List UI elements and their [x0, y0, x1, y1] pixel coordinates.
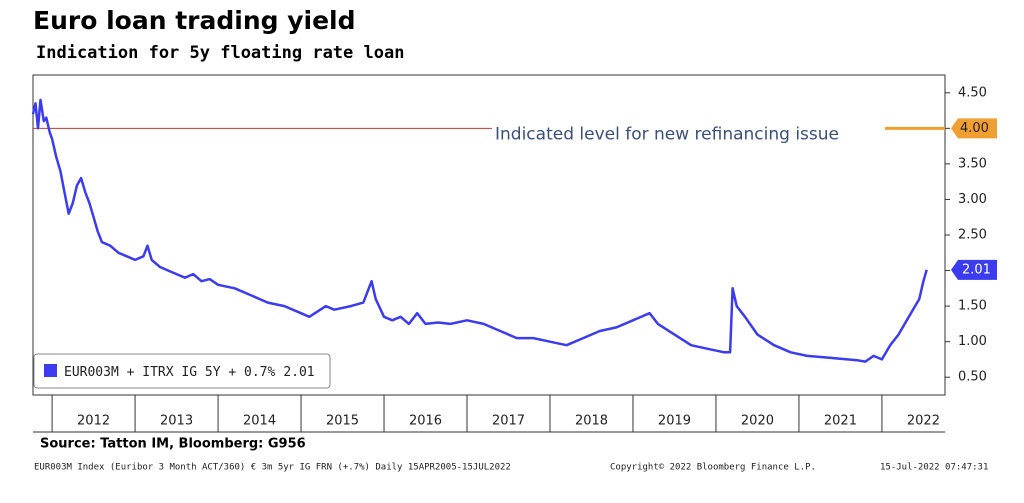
x-tick-label: 2016 [409, 414, 442, 429]
chart-subtitle: Indication for 5y floating rate loan [36, 43, 404, 63]
x-tick-label: 2015 [326, 414, 359, 429]
legend-value: 2.01 [283, 365, 314, 380]
legend-swatch [44, 364, 57, 377]
last-value-label: 2.01 [962, 262, 991, 277]
x-tick-label: 2019 [658, 414, 691, 429]
y-tick-label: 4.50 [958, 85, 987, 100]
reference-label-box [951, 118, 997, 139]
legend: EUR003M + ITRX IG 5Y + 0.7% 2.01 [33, 353, 331, 389]
plot-frame [32, 74, 946, 396]
legend-box [33, 353, 331, 389]
footnote: EUR003M Index (Euribor 3 Month ACT/360) … [34, 463, 511, 473]
last-value-box [951, 259, 997, 280]
copyright: Copyright© 2022 Bloomberg Finance L.P. [610, 463, 816, 473]
y-tick-label: 1.00 [958, 334, 987, 349]
reference-text: Indicated level for new refinancing issu… [495, 124, 839, 144]
reference-label: 4.00 [960, 121, 989, 136]
legend-entry: EUR003M + ITRX IG 5Y + 0.7% 2.01 [64, 365, 315, 380]
y-tick-label: 3.00 [958, 192, 987, 207]
x-tick-label: 2022 [907, 414, 940, 429]
series-line [31, 98, 928, 363]
x-tick-label: 2014 [243, 414, 276, 429]
x-tick-label: 2021 [824, 414, 857, 429]
x-tick-label: 2013 [160, 414, 193, 429]
legend-name: EUR003M + ITRX IG 5Y + 0.7% [64, 365, 275, 380]
x-tick-label: 2017 [492, 414, 525, 429]
x-tick-label: 2018 [575, 414, 608, 429]
y-tick-label: 3.50 [958, 156, 987, 171]
y-tick-label: 0.50 [958, 370, 987, 385]
x-tick-label: 2012 [77, 414, 110, 429]
x-tick-label: 2020 [741, 414, 774, 429]
timestamp: 15-Jul-2022 07:47:31 [880, 463, 988, 473]
y-tick-label: 1.50 [958, 299, 987, 314]
y-tick-label: 2.50 [958, 228, 987, 243]
source: Source: Tatton IM, Bloomberg: G956 [40, 437, 306, 452]
chart-title: Euro loan trading yield [33, 6, 356, 35]
